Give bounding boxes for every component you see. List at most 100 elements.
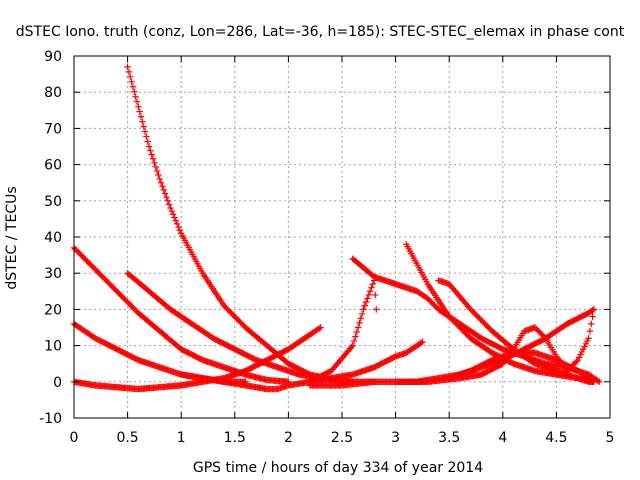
data-point	[139, 118, 146, 125]
y-tick-label: 10	[44, 339, 62, 355]
data-point	[151, 159, 158, 166]
data-point	[594, 377, 602, 385]
x-axis-label: GPS time / hours of day 334 of year 2014	[193, 460, 483, 476]
data-point	[157, 179, 165, 186]
data-point	[366, 288, 374, 295]
data-point	[362, 298, 370, 306]
x-tick-label: 4	[498, 430, 507, 446]
data-point	[149, 155, 157, 162]
x-tick-label: 0	[70, 430, 79, 446]
series-arc-1	[124, 63, 378, 385]
data-point	[317, 324, 324, 331]
y-tick-label: 20	[44, 302, 62, 318]
data-point	[152, 163, 159, 171]
data-point	[354, 324, 362, 331]
x-tick-label: 2	[284, 430, 293, 446]
data-point	[589, 377, 596, 385]
data-series	[70, 63, 603, 393]
data-point	[136, 108, 143, 115]
data-point	[144, 138, 151, 145]
data-point	[143, 133, 150, 140]
data-point	[350, 337, 358, 345]
data-point	[125, 68, 133, 76]
data-point	[356, 319, 363, 327]
data-point	[357, 315, 364, 322]
data-point	[590, 306, 598, 313]
data-point	[353, 328, 360, 336]
data-point	[360, 306, 367, 313]
y-tick-label: 70	[44, 121, 62, 137]
data-point	[155, 171, 162, 179]
data-point	[373, 306, 380, 313]
data-point	[141, 128, 149, 135]
data-point	[148, 151, 155, 158]
y-tick-label: 40	[44, 230, 62, 246]
data-point	[585, 335, 592, 342]
data-point	[372, 291, 379, 299]
series-arc-13	[446, 349, 598, 385]
data-point	[153, 167, 161, 175]
data-point	[176, 227, 184, 234]
y-tick-label: 60	[44, 158, 62, 174]
data-point	[173, 220, 181, 228]
data-point	[135, 103, 142, 110]
data-point	[156, 175, 163, 183]
data-point	[164, 197, 171, 204]
data-point	[168, 208, 176, 215]
y-tick-label: 80	[44, 85, 62, 101]
data-point	[316, 325, 323, 332]
data-point	[137, 113, 145, 120]
x-tick-label: 1	[177, 430, 186, 446]
data-point	[588, 320, 595, 328]
series-arc-6	[178, 277, 380, 393]
chart-title: dSTEC Iono. truth (conz, Lon=286, Lat=-3…	[16, 24, 625, 40]
series-arc-5	[70, 324, 324, 393]
data-point	[129, 83, 137, 90]
data-point	[145, 143, 153, 150]
grid	[74, 56, 610, 418]
x-tick-label: 5	[606, 430, 615, 446]
axis-ticks: 0 0.5 1 1.5 2 2.5 3 3.5 4 4.5 5 -10 0 10 20 30 40 50 60 70 8…	[39, 49, 614, 446]
y-axis-label: dSTEC / TECUs	[4, 186, 20, 289]
y-tick-label: 30	[44, 266, 62, 282]
y-tick-label: 0	[53, 375, 62, 391]
data-point	[160, 186, 167, 194]
x-tick-label: 4.5	[545, 430, 567, 446]
data-point	[127, 73, 134, 81]
data-point	[541, 333, 548, 341]
data-point	[589, 307, 596, 314]
data-point	[131, 88, 138, 95]
data-point	[169, 211, 177, 218]
y-tick-label: -10	[39, 411, 62, 427]
data-point	[352, 333, 359, 340]
series-arc-2	[70, 244, 292, 385]
data-point	[175, 223, 182, 231]
data-point	[348, 343, 355, 351]
data-point	[361, 302, 368, 309]
data-point	[171, 214, 178, 221]
x-tick-label: 0.5	[116, 430, 138, 446]
data-point	[419, 338, 426, 346]
data-point	[596, 378, 603, 385]
data-point	[165, 201, 173, 208]
x-tick-label: 3.5	[438, 430, 460, 446]
x-tick-label: 2.5	[331, 430, 353, 446]
data-point	[163, 193, 170, 201]
data-point	[369, 280, 377, 288]
data-point	[124, 63, 131, 71]
data-point	[368, 284, 375, 291]
data-point	[349, 342, 356, 349]
data-point	[128, 78, 135, 85]
series-arc-10	[306, 338, 426, 385]
data-point	[133, 98, 141, 105]
data-point	[132, 93, 139, 100]
data-point	[417, 339, 425, 347]
data-point	[167, 204, 174, 212]
data-point	[161, 190, 169, 197]
y-tick-label: 90	[44, 49, 62, 65]
data-point	[172, 217, 180, 224]
data-point	[364, 295, 371, 302]
data-point	[365, 291, 372, 299]
data-point	[147, 147, 154, 154]
